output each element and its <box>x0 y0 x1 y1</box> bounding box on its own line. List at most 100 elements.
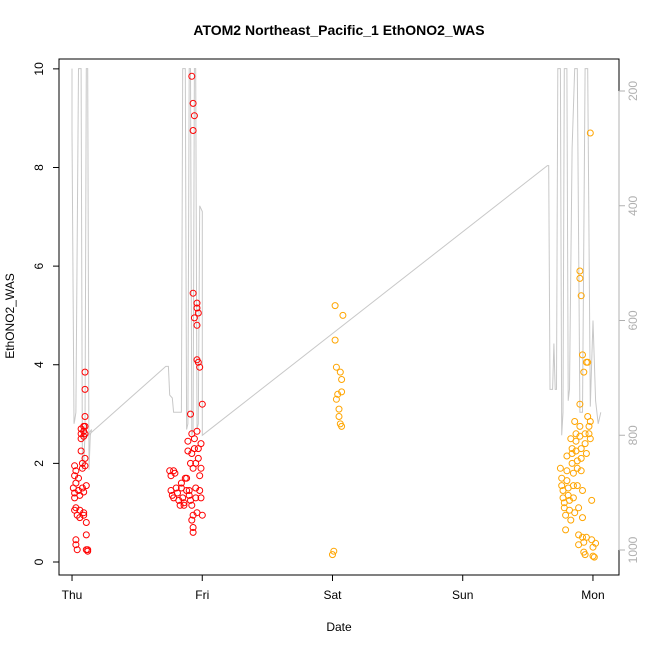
data-point <box>72 467 80 475</box>
data-point <box>193 321 201 329</box>
data-point <box>193 427 201 435</box>
data-point <box>338 388 346 396</box>
data-point <box>581 440 589 448</box>
data-point <box>194 358 202 366</box>
y-tick-label: 10 <box>32 62 46 76</box>
data-point <box>577 292 585 300</box>
data-point <box>588 496 596 504</box>
data-point <box>81 430 89 438</box>
data-point <box>84 547 92 555</box>
data-point <box>581 430 589 438</box>
data-point <box>81 462 89 470</box>
data-point <box>197 494 205 502</box>
data-point <box>569 494 577 502</box>
data-point <box>197 440 205 448</box>
data-point <box>330 547 338 555</box>
data-point <box>188 72 196 80</box>
data-point <box>562 511 570 519</box>
data-point <box>183 474 191 482</box>
data-point <box>188 501 196 509</box>
data-point <box>198 511 206 519</box>
y-right-tick-label: 200 <box>626 81 640 101</box>
y-tick-label: 2 <box>32 460 46 467</box>
data-point <box>580 368 588 376</box>
data-point <box>177 479 185 487</box>
data-point <box>576 422 584 430</box>
data-point <box>81 454 89 462</box>
data-point <box>579 514 586 522</box>
data-point <box>82 482 90 490</box>
data-point <box>194 309 202 317</box>
data-point <box>189 127 197 134</box>
y-right-tick-label: 1000 <box>626 536 640 563</box>
data-point <box>192 494 200 502</box>
x-tick-label: Sun <box>452 588 473 602</box>
data-point <box>577 445 585 453</box>
data-point <box>332 363 340 371</box>
data-point <box>179 494 187 502</box>
data-point <box>82 519 90 526</box>
data-point <box>577 454 585 462</box>
data-point <box>575 504 583 512</box>
data-point <box>579 351 586 359</box>
chart-title: ATOM2 Northeast_Pacific_1 EthONO2_WAS <box>193 22 484 38</box>
data-point <box>188 516 196 524</box>
data-point <box>193 299 201 307</box>
data-point <box>569 482 577 490</box>
data-point <box>80 488 88 496</box>
data-point <box>567 516 575 524</box>
y-axis-left: 0 2 4 6 8 10 <box>32 62 60 565</box>
x-tick-label: Sat <box>323 588 342 602</box>
data-point <box>71 462 79 470</box>
altitude-line <box>71 68 602 470</box>
data-point <box>196 472 204 480</box>
data-point <box>338 376 346 383</box>
y-tick-label: 6 <box>32 262 46 269</box>
data-point <box>335 413 343 420</box>
data-point <box>73 546 81 554</box>
data-point <box>579 487 586 494</box>
data-point <box>198 400 206 408</box>
data-point <box>190 112 198 120</box>
y-tick-label: 0 <box>32 558 46 565</box>
data-point <box>576 400 584 408</box>
data-point <box>189 99 197 107</box>
data-point <box>72 536 80 544</box>
data-point <box>329 551 336 559</box>
data-point <box>569 469 577 477</box>
data-point <box>335 405 343 413</box>
data-point <box>572 437 580 445</box>
y-right-tick-label: 600 <box>626 310 640 330</box>
data-point <box>76 491 84 499</box>
data-point <box>571 509 579 517</box>
data-point <box>190 445 198 453</box>
data-point <box>571 418 579 425</box>
data-point <box>589 552 597 560</box>
data-point <box>582 533 590 541</box>
data-point <box>190 314 198 322</box>
data-point <box>563 477 571 485</box>
data-point <box>197 464 205 472</box>
data-point <box>573 482 581 490</box>
data-point <box>75 474 82 482</box>
data-point <box>190 435 198 443</box>
data-point <box>331 302 339 310</box>
data-point <box>180 499 188 507</box>
data-point <box>576 267 584 275</box>
y-right-tick-label: 400 <box>626 195 640 215</box>
x-tick-label: Fri <box>195 588 209 602</box>
data-point <box>189 289 197 297</box>
data-point <box>82 531 90 539</box>
data-point <box>80 509 88 517</box>
altitude-line-layer <box>71 68 602 470</box>
data-point <box>332 395 340 403</box>
data-point <box>558 482 566 490</box>
data-point <box>172 484 180 492</box>
data-point <box>77 447 85 455</box>
x-tick-label: Mon <box>581 588 604 602</box>
data-point <box>586 129 594 137</box>
data-point <box>585 422 593 430</box>
data-point <box>590 553 598 561</box>
data-point <box>187 410 194 418</box>
